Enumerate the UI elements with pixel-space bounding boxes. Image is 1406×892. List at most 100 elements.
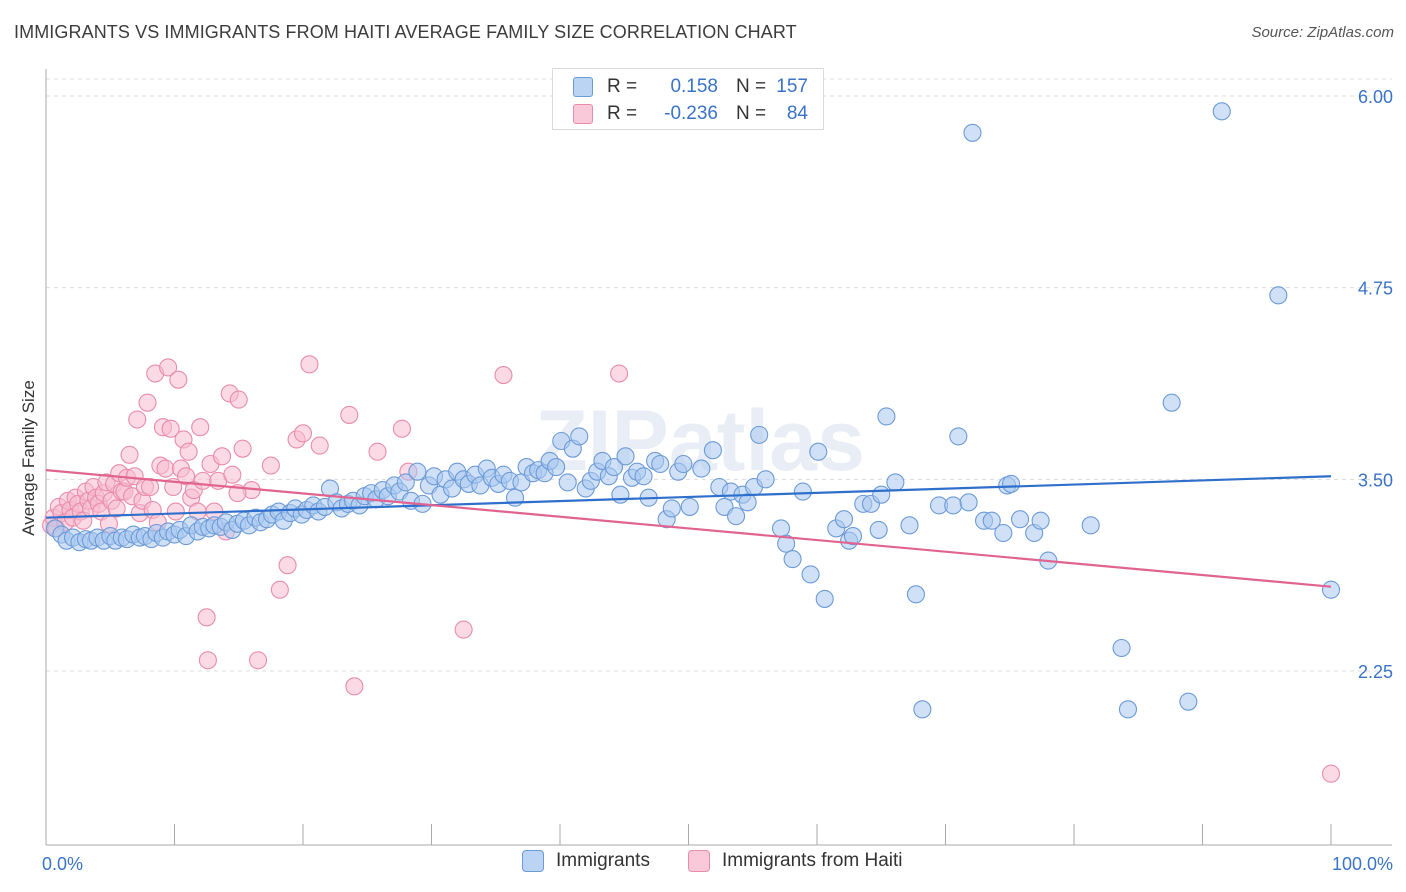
r-label: R = [607, 103, 638, 124]
haiti-point [345, 677, 364, 696]
haiti-point [310, 436, 329, 455]
immigrants-point [944, 496, 963, 515]
immigrants-point [906, 585, 925, 604]
haiti-point [233, 439, 252, 458]
axes [45, 69, 1392, 846]
haiti-point [248, 651, 268, 670]
immigrants-point [1118, 700, 1138, 719]
immigrants-point [1112, 638, 1131, 658]
immigrants-point [1269, 286, 1288, 305]
immigrants-point [793, 482, 812, 501]
haiti-point [191, 418, 210, 437]
y-tick-label: 6.00 [1358, 87, 1393, 107]
pink-swatch [688, 850, 710, 872]
haiti-point [138, 393, 157, 412]
immigrants-point [982, 511, 1001, 530]
immigrants-point [726, 507, 746, 526]
immigrants-point [777, 534, 796, 553]
x-tick-label: 0.0% [42, 854, 83, 874]
trendlines [45, 469, 1332, 588]
haiti-point [300, 355, 319, 374]
immigrants-point [738, 493, 757, 512]
immigrants-point [801, 565, 820, 584]
haiti-point [229, 390, 248, 409]
immigrants-point [1031, 511, 1050, 530]
gridlines [46, 78, 1392, 672]
immigrants-trendline [45, 475, 1332, 519]
haiti-point [161, 419, 180, 438]
immigrants-point [558, 473, 577, 492]
immigrants-point [1179, 692, 1198, 711]
haiti-point [261, 456, 280, 475]
haiti-point [169, 370, 188, 389]
immigrants-point [1010, 510, 1030, 529]
immigrants-point [692, 459, 711, 478]
immigrants-point [771, 519, 791, 538]
r-label: R = [607, 76, 638, 97]
immigrants-point [809, 442, 828, 461]
haiti-point [454, 620, 473, 639]
r-value: 0.158 [670, 76, 718, 97]
haiti-point [270, 580, 289, 599]
blue-swatch [573, 77, 593, 97]
pink-swatch [573, 104, 593, 124]
immigrants-points [45, 102, 1341, 719]
haiti-point [212, 447, 232, 466]
immigrants-point [750, 425, 769, 444]
haiti-point [340, 405, 359, 424]
immigrants-point [703, 441, 722, 460]
immigrants-point [815, 589, 834, 608]
immigrants-point [616, 447, 635, 466]
bottom-legend: Immigrants Immigrants from Haiti [0, 850, 1406, 878]
immigrants-point [900, 516, 919, 535]
y-tick-label: 2.25 [1358, 662, 1393, 682]
haiti-point [278, 556, 297, 575]
immigrants-point [1162, 393, 1181, 412]
legend-label: Immigrants [556, 850, 650, 871]
immigrants-point [949, 427, 968, 446]
immigrants-point [634, 467, 653, 486]
immigrants-point [408, 462, 427, 481]
immigrants-point [886, 473, 905, 492]
immigrants-point [611, 485, 630, 504]
immigrants-point [1321, 580, 1341, 599]
chart-title: IMMIGRANTS VS IMMIGRANTS FROM HAITI AVER… [14, 22, 797, 42]
haiti-point [368, 442, 387, 461]
tick-labels: 2.25 3.50 4.75 6.00 0.0% 100.0% [42, 87, 1393, 874]
immigrants-point [674, 454, 693, 474]
immigrants-point [570, 427, 589, 446]
haiti-point [392, 419, 411, 438]
stats-row-haiti: R = -0.236 N = 84 [573, 101, 808, 127]
immigrants-point [783, 550, 802, 569]
immigrants-point [651, 454, 670, 474]
legend-item-haiti: Immigrants from Haiti [688, 850, 903, 872]
haiti-point [1321, 764, 1341, 783]
haiti-point [198, 651, 217, 670]
legend-item-immigrants: Immigrants [522, 850, 650, 872]
immigrants-point [604, 458, 624, 477]
n-value: 84 [786, 103, 808, 124]
immigrants-point [877, 407, 896, 426]
y-tick-label: 4.75 [1358, 279, 1393, 299]
r-value: -0.236 [664, 103, 718, 124]
haiti-point [120, 445, 139, 464]
immigrants-point [834, 510, 854, 529]
haiti-point [156, 459, 175, 478]
chart-source: Source: ZipAtlas.com [1251, 24, 1394, 41]
n-value: 157 [776, 76, 808, 97]
haiti-point [166, 502, 185, 521]
x-tick-label: 100.0% [1332, 854, 1393, 874]
immigrants-point [959, 493, 978, 512]
haiti-point [159, 358, 178, 377]
immigrants-point [963, 123, 982, 142]
legend-label: Immigrants from Haiti [722, 850, 903, 871]
y-tick-label: 3.50 [1358, 470, 1393, 490]
immigrants-point [1001, 474, 1021, 493]
haiti-trendline [45, 469, 1332, 588]
immigrants-point [756, 470, 775, 489]
haiti-point [197, 608, 216, 627]
haiti-point [494, 366, 513, 385]
immigrants-point [1212, 102, 1231, 121]
immigrants-point [680, 497, 699, 516]
